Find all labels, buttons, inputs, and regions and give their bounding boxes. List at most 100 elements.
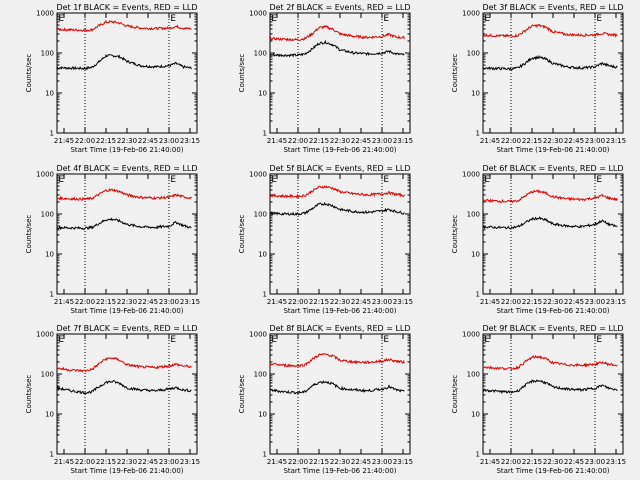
x-tick-label: 22:45 — [138, 458, 158, 466]
x-tick-label: 22:30 — [330, 458, 350, 466]
y-tick-label: 10 — [45, 251, 54, 259]
y-tick-label: 1 — [263, 130, 267, 138]
x-tick-label: 22:15 — [96, 458, 116, 466]
event-marker: E — [170, 335, 176, 345]
y-tick-label: 100 — [41, 211, 54, 219]
x-tick-label: 23:15 — [606, 137, 626, 145]
lld-series-line — [56, 19, 192, 33]
events-series-line — [56, 53, 192, 71]
chart-title: Det 8f BLACK = Events, RED = LLD — [269, 324, 410, 333]
lld-series-line — [56, 188, 192, 201]
chart-panel: Det 1f BLACK = Events, RED = LLD 1 10 100 10… — [25, 3, 200, 154]
y-tick-label: 10 — [258, 90, 267, 98]
lld-series-line — [482, 189, 618, 204]
x-tick-label: 22:30 — [543, 458, 563, 466]
y-tick-label: 100 — [467, 371, 480, 379]
x-tick-label: 22:30 — [117, 458, 137, 466]
chart-title: Det 9f BLACK = Events, RED = LLD — [482, 324, 623, 333]
chart-panel: Det 8f BLACK = Events, RED = LLD 1 10 100 10… — [238, 324, 413, 475]
y-axis-label: Counts/sec — [25, 54, 33, 93]
x-axis-label: Start Time (19-Feb-06 21:40:00) — [496, 467, 609, 475]
lld-series-line — [269, 352, 405, 368]
y-tick-label: 1000 — [249, 331, 267, 339]
chart-panel: Det 2f BLACK = Events, RED = LLD 1 10 100 10… — [238, 3, 413, 154]
x-tick-label: 21:45 — [54, 137, 74, 145]
x-tick-label: 22:45 — [564, 298, 584, 306]
y-tick-label: 100 — [41, 371, 54, 379]
x-tick-label: 22:30 — [330, 298, 350, 306]
lld-series-line — [269, 185, 405, 199]
plot-frame — [269, 12, 411, 134]
x-tick-label: 21:45 — [267, 137, 287, 145]
x-tick-label: 22:45 — [351, 458, 371, 466]
chart-title: Det 6f BLACK = Events, RED = LLD — [482, 164, 623, 173]
chart-panel: Det 4f BLACK = Events, RED = LLD 1 10 100 10… — [25, 164, 200, 315]
y-tick-label: 1000 — [462, 10, 480, 18]
x-tick-label: 23:00 — [585, 137, 605, 145]
x-tick-label: 21:45 — [267, 298, 287, 306]
chart-title: Det 3f BLACK = Events, RED = LLD — [482, 3, 623, 12]
x-tick-label: 22:15 — [522, 458, 542, 466]
lld-series-line — [482, 23, 618, 38]
y-axis-label: Counts/sec — [25, 215, 33, 254]
y-tick-label: 1000 — [36, 331, 54, 339]
x-tick-label: 22:15 — [522, 137, 542, 145]
plot-frame — [482, 173, 624, 295]
y-tick-label: 100 — [41, 50, 54, 58]
x-tick-label: 22:15 — [522, 298, 542, 306]
x-tick-label: 22:00 — [501, 298, 521, 306]
events-series-line — [269, 379, 405, 395]
chart-title: Det 1f BLACK = Events, RED = LLD — [56, 3, 197, 12]
x-axis-label: Start Time (19-Feb-06 21:40:00) — [283, 146, 396, 154]
x-tick-label: 21:45 — [480, 458, 500, 466]
x-tick-label: 23:00 — [372, 137, 392, 145]
y-tick-label: 10 — [471, 90, 480, 98]
x-tick-label: 23:00 — [159, 458, 179, 466]
plot-frame — [269, 333, 411, 455]
x-tick-label: 23:15 — [393, 298, 413, 306]
x-axis-label: Start Time (19-Feb-06 21:40:00) — [70, 307, 183, 315]
y-tick-label: 1 — [50, 451, 54, 459]
x-tick-label: 22:30 — [543, 137, 563, 145]
x-axis-label: Start Time (19-Feb-06 21:40:00) — [70, 467, 183, 475]
event-marker: E — [383, 335, 389, 345]
y-tick-label: 10 — [258, 251, 267, 259]
y-tick-label: 10 — [45, 411, 54, 419]
event-marker: E — [58, 14, 64, 24]
x-tick-label: 22:15 — [309, 298, 329, 306]
y-tick-label: 1 — [476, 130, 480, 138]
x-tick-label: 22:15 — [96, 137, 116, 145]
y-tick-label: 1000 — [36, 10, 54, 18]
x-tick-label: 22:00 — [288, 298, 308, 306]
y-tick-label: 100 — [467, 211, 480, 219]
x-tick-label: 22:15 — [96, 298, 116, 306]
x-tick-label: 22:45 — [351, 298, 371, 306]
x-tick-label: 23:00 — [159, 137, 179, 145]
y-tick-label: 10 — [471, 411, 480, 419]
x-tick-label: 23:15 — [393, 137, 413, 145]
events-series-line — [482, 216, 618, 230]
x-tick-label: 22:00 — [501, 137, 521, 145]
y-tick-label: 1000 — [462, 171, 480, 179]
y-axis-label: Counts/sec — [238, 375, 246, 414]
x-tick-label: 23:15 — [606, 298, 626, 306]
y-tick-label: 100 — [254, 211, 267, 219]
x-tick-label: 22:00 — [501, 458, 521, 466]
y-tick-label: 100 — [254, 50, 267, 58]
event-marker: E — [271, 335, 277, 345]
event-marker: E — [170, 175, 176, 185]
event-marker: E — [58, 175, 64, 185]
x-tick-label: 22:45 — [138, 298, 158, 306]
chart-title: Det 4f BLACK = Events, RED = LLD — [56, 164, 197, 173]
x-tick-label: 22:45 — [138, 137, 158, 145]
x-tick-label: 22:00 — [288, 137, 308, 145]
x-tick-label: 23:15 — [180, 458, 200, 466]
lld-series-line — [269, 24, 405, 42]
x-tick-label: 22:30 — [117, 298, 137, 306]
x-tick-label: 21:45 — [480, 137, 500, 145]
x-tick-label: 21:45 — [480, 298, 500, 306]
x-tick-label: 23:00 — [372, 298, 392, 306]
event-marker: E — [596, 335, 602, 345]
chart-panel: Det 5f BLACK = Events, RED = LLD 1 10 100 10… — [238, 164, 413, 315]
